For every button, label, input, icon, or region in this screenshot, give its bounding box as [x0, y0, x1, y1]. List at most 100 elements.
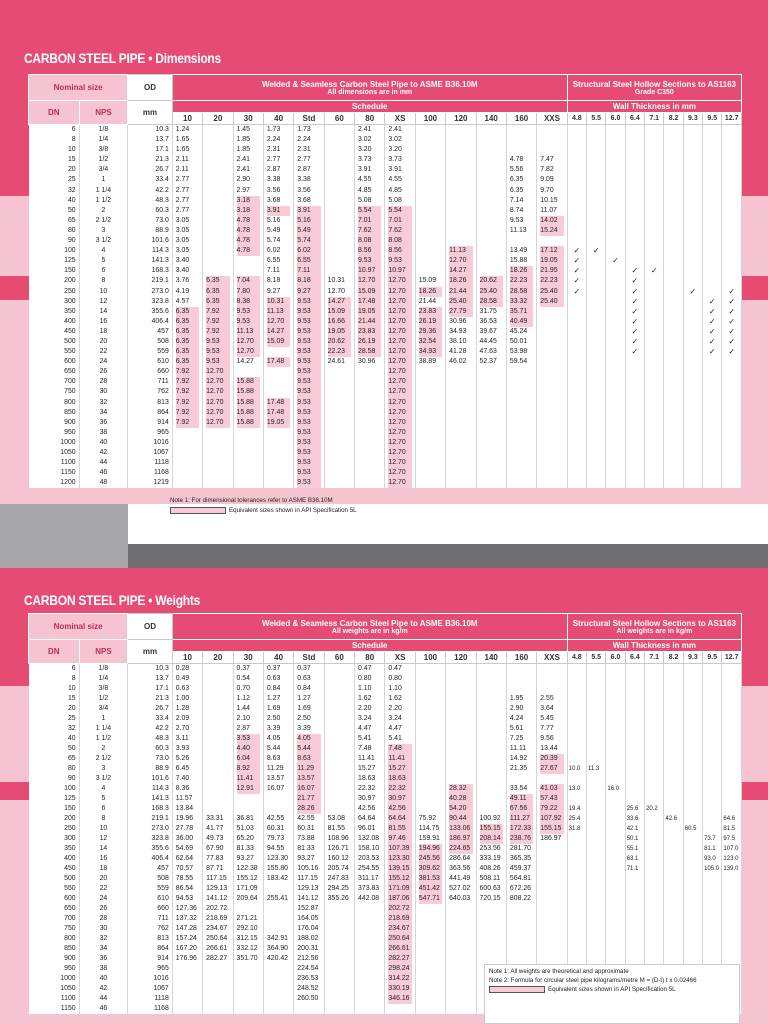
cell: [449, 684, 472, 694]
cell: 2.41: [358, 126, 372, 133]
check-mark: [569, 125, 585, 135]
schedule-60-column: 53.08 81.55 108.96 126.71 160.12 205.74 247.83…: [324, 663, 356, 1014]
cell: 2.24: [297, 136, 311, 144]
cell: [328, 974, 351, 984]
cell: 12.70: [388, 458, 412, 469]
cell: [419, 165, 442, 175]
cell: 125: [64, 795, 76, 802]
cell: [723, 724, 740, 734]
cell: 42.6: [665, 816, 678, 822]
cell: 3.64: [540, 705, 554, 712]
cell: 9.56: [540, 735, 554, 742]
cell: [480, 175, 503, 185]
welded-sub-2: All weights are in kg/m: [331, 627, 408, 635]
cell: 33.4: [155, 176, 169, 184]
cell: [388, 1004, 411, 1014]
check-mark: [665, 266, 681, 276]
cell: [646, 954, 662, 964]
cell: 300: [64, 835, 76, 842]
cell: [480, 206, 503, 216]
cell: 9.53: [297, 316, 321, 327]
cell: 40.28: [449, 794, 473, 804]
cell: 1150: [60, 469, 76, 477]
check-mark: [665, 367, 681, 377]
cell: 11.41: [236, 774, 260, 784]
cell: [540, 135, 563, 145]
check-mark: [607, 226, 623, 236]
check-mark: ✓: [573, 276, 581, 286]
check-mark: [646, 418, 662, 428]
cell: 7.62: [388, 225, 412, 237]
cell: [419, 764, 442, 774]
cell: [480, 236, 503, 246]
check-mark: [569, 317, 585, 327]
cell: 22.23: [327, 347, 352, 358]
cell: [449, 924, 472, 934]
cell: [449, 408, 472, 418]
cell: 57.43: [540, 794, 564, 804]
cell: [328, 684, 351, 694]
od-column: 10.3 13.7 17.1 21.3 26.7 33.4 42.2 48.3 60.3 73.0…: [127, 124, 173, 489]
cell: [328, 236, 351, 246]
cell: [607, 744, 623, 754]
check-mark: [723, 408, 740, 418]
cell: 1.45: [236, 126, 250, 133]
cell: 52.37: [479, 358, 497, 366]
cell: [588, 724, 604, 734]
cell: 29.36: [418, 326, 443, 337]
schedule-Std-column: 0.37 0.63 0.84 1.27 1.69 2.50 3.39 4.05 5.44 8.63…: [293, 663, 325, 1014]
cell: [328, 924, 351, 934]
cell: 1.00: [175, 695, 190, 702]
schedule-col-XS: XS: [384, 651, 416, 664]
wall-col-4.8: 4.8: [566, 651, 588, 664]
cell: 333.19: [479, 855, 501, 862]
cell: [588, 864, 604, 874]
cell: 2.70: [175, 725, 190, 732]
cell: [176, 478, 199, 488]
cell: 3.18: [236, 205, 260, 216]
cell: [328, 934, 351, 944]
cell: 81.33: [236, 845, 254, 852]
cell: 1.69: [266, 705, 281, 712]
cell: [206, 155, 229, 165]
cell: 4.24: [509, 715, 524, 722]
cell: 3 1/2: [95, 775, 112, 782]
check-mark: [685, 387, 701, 397]
check-mark: [646, 448, 662, 458]
schedule-col-20: 20: [202, 112, 234, 125]
cell: 53.08: [327, 815, 345, 822]
cell: 5.41: [388, 735, 402, 742]
cell: [449, 206, 472, 216]
cell: 60.3: [155, 206, 169, 214]
cell: [685, 784, 701, 794]
cell: [540, 236, 563, 246]
cell: [607, 674, 623, 684]
cell: [569, 794, 585, 804]
cell: 1.73: [297, 126, 311, 133]
cell: 8.56: [358, 246, 382, 257]
wall-col-12.7: 12.7: [721, 651, 742, 664]
cell: [704, 914, 720, 924]
cell: [358, 934, 381, 944]
check-mark: [685, 367, 701, 377]
cell: 25.6: [626, 806, 639, 812]
cell: [419, 954, 442, 964]
cell: [358, 1004, 381, 1014]
cell: [449, 478, 472, 488]
cell: 8.56: [388, 246, 412, 257]
cell: 55.1: [626, 846, 639, 852]
dn-header: DN: [28, 639, 80, 664]
cell: [480, 664, 503, 674]
cell: [665, 694, 681, 704]
cell: [646, 754, 662, 764]
cell: 250: [64, 287, 76, 295]
wall-6.0-column: 16.0: [605, 663, 626, 1014]
weights-note2: Note 2: Formula for circular steel pipe …: [489, 977, 697, 984]
schedule-60-column: 10.31 12.70 14.27 15.09 16.66 19.05 20.62 22.23…: [324, 124, 356, 489]
check-mark: [607, 216, 623, 226]
cell: 107.0: [723, 846, 739, 852]
cell: 1118: [154, 459, 169, 467]
schedule-col-80: 80: [354, 651, 386, 664]
cell: 1.65: [175, 146, 190, 154]
cell: [449, 125, 472, 135]
